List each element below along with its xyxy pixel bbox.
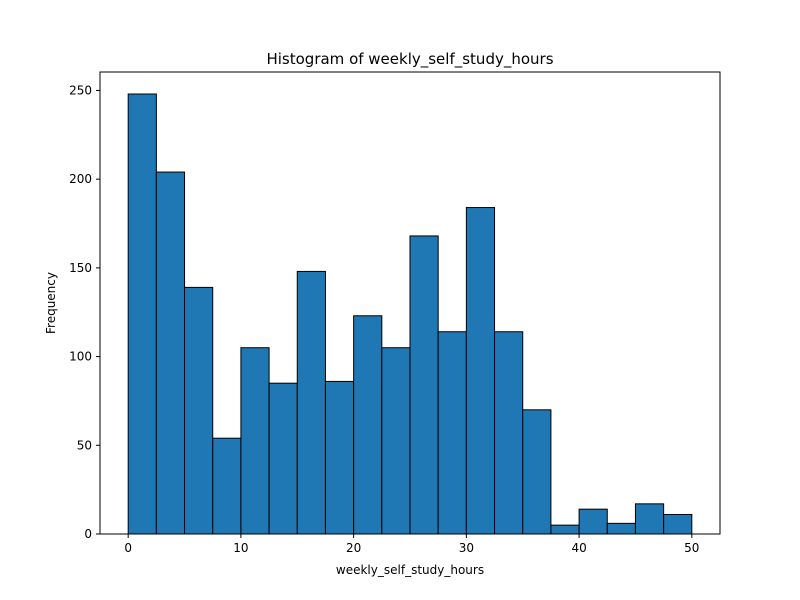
y-tick-label: 50	[77, 438, 92, 452]
histogram-bar	[663, 513, 693, 535]
y-axis-label: Frequency	[44, 272, 58, 334]
histogram-bar	[522, 409, 552, 535]
histogram-bar	[296, 270, 326, 535]
histogram-bar	[127, 93, 157, 535]
x-axis-ticks: 0 10 20 30 40 50	[124, 534, 699, 555]
histogram-bar	[268, 382, 298, 535]
plot-frame	[99, 71, 721, 535]
x-axis-label: weekly_self_study_hours	[336, 563, 484, 577]
histogram-bar	[578, 508, 608, 535]
histogram-bar	[437, 331, 467, 535]
histogram-bar	[409, 235, 439, 535]
x-tick-label: 20	[346, 541, 361, 555]
histogram-bar	[381, 347, 411, 535]
x-tick-label: 50	[684, 541, 699, 555]
x-tick-label: 0	[124, 541, 132, 555]
y-tick-label: 250	[69, 83, 92, 97]
histogram-bar	[212, 437, 242, 535]
y-tick-label: 100	[69, 350, 92, 364]
y-tick-label: 0	[84, 527, 92, 541]
histogram-bar	[465, 207, 496, 535]
y-axis-ticks: 0 50 100 150 200 250	[69, 83, 100, 541]
x-tick-label: 30	[459, 541, 474, 555]
x-tick-label: 40	[571, 541, 586, 555]
histogram-bar	[634, 503, 665, 535]
histogram-bar	[184, 286, 214, 535]
histogram-bar	[324, 380, 355, 535]
y-tick-label: 150	[69, 261, 92, 275]
histogram-bar	[606, 522, 636, 535]
bars-group	[127, 93, 693, 535]
y-tick-label: 200	[69, 172, 92, 186]
histogram-bar	[550, 524, 580, 535]
histogram-bar	[155, 171, 186, 535]
histogram-bar	[494, 331, 524, 535]
x-tick-label: 10	[233, 541, 248, 555]
histogram-bar	[240, 347, 270, 535]
histogram-bar	[353, 315, 383, 535]
chart-title: Histogram of weekly_self_study_hours	[266, 50, 553, 69]
